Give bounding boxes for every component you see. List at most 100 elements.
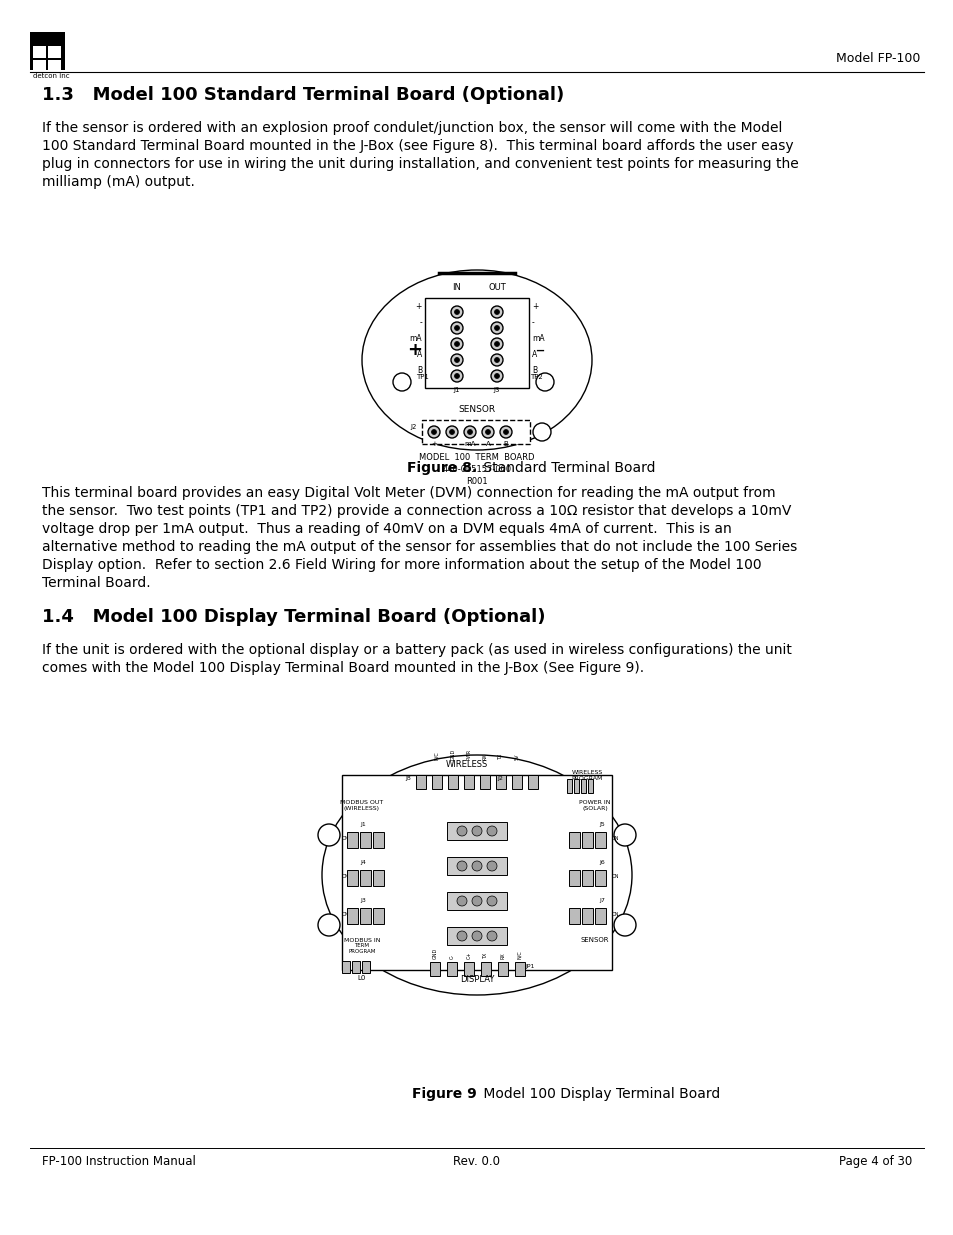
Text: J3: J3 [494, 387, 499, 393]
Circle shape [491, 354, 502, 366]
Circle shape [494, 342, 499, 347]
Text: detcon inc: detcon inc [33, 73, 70, 79]
Text: Rev. 0.0: Rev. 0.0 [453, 1155, 500, 1168]
Text: J6: J6 [598, 860, 604, 864]
Text: MODBUS OUT
(WIRELESS): MODBUS OUT (WIRELESS) [340, 800, 383, 811]
Text: 1.3   Model 100 Standard Terminal Board (Optional): 1.3 Model 100 Standard Terminal Board (O… [42, 86, 563, 104]
Text: POWER IN
(SOLAR): POWER IN (SOLAR) [578, 800, 610, 811]
Circle shape [485, 430, 490, 435]
Circle shape [456, 826, 467, 836]
Bar [595, 908, 605, 924]
Text: A: A [416, 350, 421, 359]
Text: R001: R001 [466, 477, 487, 487]
Text: the sensor.  Two test points (TP1 and TP2) provide a connection across a 10Ω res: the sensor. Two test points (TP1 and TP2… [42, 504, 791, 517]
Circle shape [428, 426, 439, 438]
Circle shape [317, 824, 339, 846]
Bar [595, 832, 605, 848]
Bar [447, 892, 506, 910]
Text: Standard Terminal Board: Standard Terminal Board [478, 461, 655, 475]
Circle shape [454, 373, 459, 378]
Circle shape [456, 897, 467, 906]
Text: J3: J3 [359, 898, 366, 903]
Bar [574, 779, 578, 793]
Text: GND: GND [432, 947, 437, 960]
Text: Model 100 Display Terminal Board: Model 100 Display Terminal Board [478, 1087, 720, 1100]
Text: +: + [416, 303, 421, 311]
Circle shape [393, 373, 411, 391]
Circle shape [451, 322, 462, 333]
Circle shape [446, 426, 457, 438]
Text: plug in connectors for use in wiring the unit during installation, and convenien: plug in connectors for use in wiring the… [42, 157, 798, 170]
Text: RX: RX [482, 753, 487, 760]
Text: IN: IN [452, 283, 461, 291]
Bar [479, 776, 490, 789]
Circle shape [463, 426, 476, 438]
Bar [30, 32, 65, 70]
Text: TERM
PROGRAM: TERM PROGRAM [348, 944, 375, 953]
Circle shape [317, 914, 339, 936]
Circle shape [494, 310, 499, 315]
Circle shape [454, 342, 459, 347]
Bar [359, 869, 371, 885]
Circle shape [486, 861, 497, 871]
Text: WIRELESS: WIRELESS [445, 760, 488, 769]
Bar [347, 869, 357, 885]
Text: -: - [418, 317, 421, 327]
Ellipse shape [361, 270, 592, 450]
Text: 5V: 5V [514, 753, 519, 760]
Bar [512, 776, 521, 789]
Bar [430, 962, 439, 976]
Bar [447, 857, 506, 876]
Circle shape [467, 430, 472, 435]
Text: J5: J5 [598, 823, 604, 827]
Bar [527, 776, 537, 789]
Circle shape [456, 861, 467, 871]
Circle shape [494, 357, 499, 363]
Text: PWR: PWR [466, 748, 471, 760]
Bar [568, 869, 579, 885]
Bar [33, 61, 46, 70]
Circle shape [486, 931, 497, 941]
Text: TP2: TP2 [530, 374, 542, 380]
Text: GND: GND [450, 748, 455, 760]
Text: N/C: N/C [434, 751, 439, 760]
Bar [447, 927, 506, 945]
Text: RX: RX [500, 952, 505, 960]
Circle shape [536, 373, 554, 391]
Text: 100 Standard Terminal Board mounted in the J-Box (see Figure 8).  This terminal : 100 Standard Terminal Board mounted in t… [42, 140, 793, 153]
Text: +: + [532, 303, 537, 311]
Bar [580, 779, 585, 793]
Text: ON: ON [612, 874, 618, 879]
Bar [33, 46, 46, 58]
Circle shape [491, 338, 502, 350]
Text: mA: mA [409, 333, 421, 343]
Text: L0: L0 [357, 974, 366, 981]
Circle shape [454, 310, 459, 315]
Text: TP1: TP1 [416, 374, 429, 380]
Circle shape [472, 931, 481, 941]
Circle shape [449, 430, 454, 435]
Circle shape [451, 370, 462, 382]
Text: Figure 9: Figure 9 [412, 1087, 476, 1100]
Bar [432, 776, 441, 789]
Circle shape [491, 306, 502, 317]
Text: 1.4   Model 100 Display Terminal Board (Optional): 1.4 Model 100 Display Terminal Board (Op… [42, 608, 545, 626]
Circle shape [503, 430, 508, 435]
Bar [421, 420, 530, 445]
Text: SENSOR: SENSOR [580, 937, 609, 944]
Text: J7: J7 [598, 898, 604, 903]
Bar [587, 779, 593, 793]
Ellipse shape [322, 755, 631, 995]
Text: ON: ON [612, 836, 618, 841]
Text: JP1: JP1 [524, 965, 534, 969]
Bar [447, 962, 456, 976]
Bar [48, 61, 61, 70]
Text: J2: J2 [497, 776, 502, 781]
Bar [581, 908, 593, 924]
Text: J1: J1 [454, 387, 459, 393]
Circle shape [491, 370, 502, 382]
Bar [361, 961, 370, 973]
Text: WIRELESS
PROGRAM: WIRELESS PROGRAM [571, 771, 602, 781]
Text: If the unit is ordered with the optional display or a battery pack (as used in w: If the unit is ordered with the optional… [42, 643, 791, 657]
Bar [373, 832, 384, 848]
